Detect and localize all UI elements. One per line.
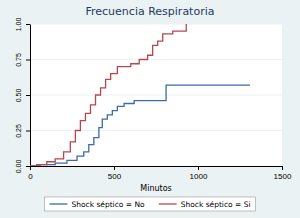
legend-swatch (49, 203, 67, 204)
background (0, 0, 300, 218)
legend-box (44, 197, 255, 211)
y-tick-mark (26, 166, 30, 167)
x-tick: 0 (28, 166, 33, 181)
grid-line (30, 130, 282, 131)
title: Frecuencia Respiratoria (86, 5, 215, 18)
x-tick-mark (282, 166, 283, 170)
grid-line (30, 59, 282, 60)
y-tick-label: 0.50 (15, 89, 22, 103)
y-tick-mark (26, 131, 30, 132)
x-tick: 1500 (274, 166, 292, 181)
legend: Shock séptico = No Shock séptico = Si (44, 197, 255, 211)
x-tick: 1000 (190, 166, 208, 181)
legend-label: Shock séptico = Si (181, 200, 251, 209)
series-line (30, 24, 186, 166)
grid (30, 24, 282, 166)
chart: 0 500 1000 1500 0.00 0.25 0.50 0.75 1.00 Frecuenc… (0, 0, 300, 218)
x-tick-mark (30, 166, 31, 170)
y-tick: 1.00 (15, 18, 30, 32)
x-axis: 0 500 1000 1500 (28, 166, 292, 181)
x-tick-mark (198, 166, 199, 170)
legend-item: Shock séptico = No (49, 200, 145, 209)
y-tick-label: 0.00 (15, 160, 22, 174)
grid-line (30, 95, 282, 96)
x-tick-mark (114, 166, 115, 170)
legend-item: Shock séptico = Si (159, 200, 251, 209)
y-tick-label: 0.25 (15, 124, 22, 138)
grid-line (30, 166, 282, 167)
x-axis-line (31, 166, 283, 167)
y-tick-mark (26, 24, 30, 25)
y-tick: 0.25 (15, 124, 30, 138)
y-tick-mark (26, 95, 30, 96)
y-axis: 0.00 0.25 0.50 0.75 1.00 (15, 18, 31, 174)
x-tick-label: 1500 (274, 172, 292, 181)
y-tick-label: 0.75 (15, 53, 22, 67)
y-tick: 0.00 (15, 160, 30, 174)
y-tick: 0.75 (15, 53, 30, 67)
lines (30, 24, 250, 166)
legend-swatch (159, 203, 177, 204)
x-tick-label: 1000 (190, 172, 208, 181)
x-tick: 500 (108, 166, 122, 181)
grid-line (30, 24, 282, 25)
x-axis-title: Minutos (140, 184, 171, 193)
y-tick: 0.50 (15, 89, 30, 103)
y-axis-line (30, 25, 31, 167)
x-tick-label: 500 (108, 172, 122, 181)
x-tick-label: 0 (28, 172, 33, 181)
plot-area (30, 24, 282, 166)
legend-label: Shock séptico = No (71, 200, 145, 209)
y-tick-mark (26, 60, 30, 61)
y-tick-label: 1.00 (15, 18, 22, 32)
